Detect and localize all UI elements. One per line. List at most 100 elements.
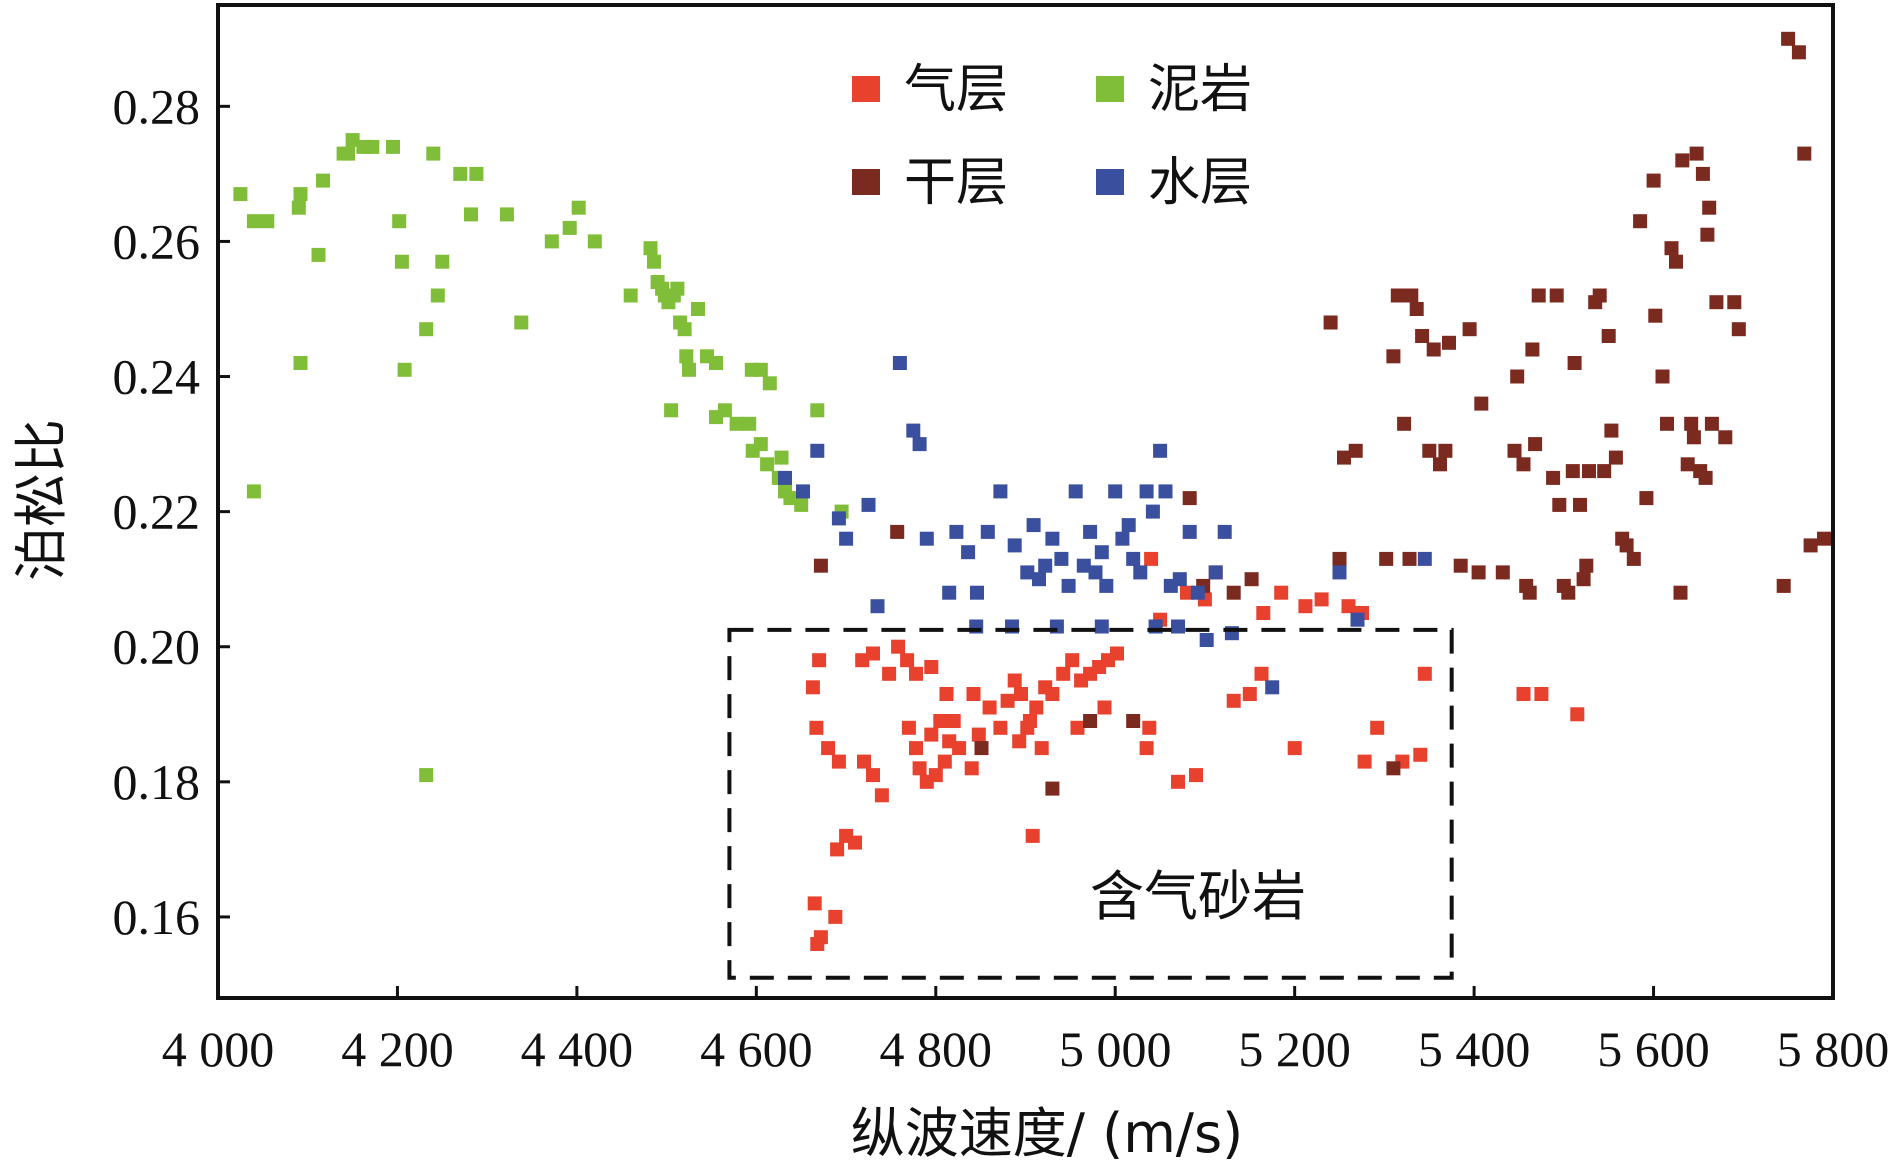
data-point-series-2 — [1552, 497, 1567, 512]
data-point-series-3 — [970, 585, 984, 600]
data-point-series-0 — [821, 741, 836, 756]
data-point-series-2 — [1415, 329, 1430, 343]
data-point-series-3 — [1332, 565, 1347, 580]
legend-swatch — [1096, 76, 1124, 102]
data-point-series-2 — [1546, 470, 1561, 485]
data-point-series-2 — [1507, 443, 1522, 458]
data-point-series-1 — [419, 768, 434, 783]
data-point-series-2 — [1433, 457, 1447, 472]
data-point-series-1 — [426, 146, 441, 161]
data-point-series-2 — [1689, 146, 1704, 161]
data-point-series-2 — [1510, 369, 1525, 384]
data-point-series-0 — [1097, 700, 1112, 715]
data-point-series-2 — [1471, 565, 1486, 580]
data-point-series-2 — [1573, 497, 1587, 512]
data-point-series-2 — [1083, 714, 1098, 728]
data-point-series-1 — [762, 376, 777, 391]
data-point-series-3 — [1061, 578, 1076, 593]
data-point-series-0 — [1287, 741, 1302, 756]
data-point-series-0 — [946, 714, 961, 728]
data-point-series-2 — [1673, 585, 1688, 600]
data-point-series-2 — [1803, 538, 1818, 553]
legend-label: 水层 — [1148, 153, 1252, 213]
data-point-series-0 — [1226, 693, 1241, 708]
data-point-series-3 — [870, 599, 885, 614]
data-point-series-3 — [949, 524, 964, 539]
data-point-series-2 — [1718, 430, 1733, 445]
data-point-series-2 — [1597, 464, 1612, 479]
data-point-series-1 — [311, 247, 326, 262]
data-point-series-3 — [993, 484, 1008, 499]
data-point-series-1 — [419, 322, 434, 337]
data-point-series-2 — [1669, 254, 1683, 269]
data-point-series-3 — [1121, 518, 1136, 533]
data-point-series-1 — [435, 254, 450, 269]
data-point-series-3 — [1094, 545, 1109, 560]
data-point-series-0 — [912, 761, 927, 776]
data-point-series-3 — [1026, 518, 1041, 533]
data-point-series-1 — [664, 403, 679, 418]
data-point-series-0 — [1025, 828, 1040, 843]
data-point-series-0 — [966, 687, 981, 701]
data-point-series-1 — [246, 214, 261, 229]
data-point-series-3 — [796, 484, 810, 499]
data-point-series-1 — [544, 234, 559, 249]
data-point-series-3 — [1145, 504, 1160, 519]
data-point-series-2 — [1626, 551, 1641, 566]
data-point-series-2 — [1608, 450, 1623, 465]
y-tick-label: 0.22 — [113, 484, 201, 540]
x-axis: 4 000 4 200 4 400 4 600 4 800 5 000 5 200 5 400… — [162, 986, 1888, 1077]
data-point-series-1 — [562, 220, 577, 235]
x-tick-label: 5 000 — [1059, 1021, 1172, 1077]
data-point-series-0 — [900, 653, 915, 668]
y-tick-label: 0.26 — [113, 213, 201, 269]
data-point-series-2 — [1698, 470, 1713, 485]
data-point-series-1 — [392, 214, 407, 229]
data-point-series-0 — [891, 639, 906, 654]
data-point-series-0 — [1516, 687, 1531, 701]
data-point-series-2 — [974, 741, 989, 756]
data-point-series-2 — [1791, 45, 1806, 60]
data-point-series-0 — [952, 741, 967, 756]
data-point-series-2 — [1182, 491, 1197, 506]
data-point-series-2 — [1655, 369, 1670, 384]
data-point-series-2 — [1528, 437, 1543, 452]
data-point-series-2 — [1561, 585, 1576, 600]
data-point-series-1 — [670, 281, 685, 296]
data-point-series-1 — [691, 302, 705, 316]
data-point-series-2 — [890, 524, 905, 539]
data-point-series-0 — [1020, 720, 1035, 735]
data-point-series-1 — [260, 214, 275, 229]
data-point-series-2 — [1565, 464, 1580, 479]
data-point-series-2 — [1525, 342, 1540, 357]
data-point-series-0 — [1570, 707, 1585, 722]
data-point-series-1 — [365, 139, 380, 154]
data-point-series-0 — [939, 687, 954, 701]
data-point-series-1 — [246, 484, 261, 499]
data-point-series-2 — [1709, 295, 1724, 310]
data-point-series-2 — [1244, 572, 1259, 587]
data-point-series-2 — [1045, 781, 1060, 796]
legend-label: 气层 — [904, 60, 1008, 120]
data-point-series-0 — [901, 720, 916, 735]
data-point-series-0 — [1142, 720, 1157, 735]
data-point-series-0 — [1274, 585, 1289, 600]
data-point-series-2 — [1781, 31, 1796, 46]
data-point-series-0 — [1034, 741, 1049, 756]
data-point-series-3 — [919, 531, 934, 546]
data-point-series-3 — [1172, 572, 1187, 587]
data-point-series-1 — [709, 410, 723, 425]
gas-sandstone-region — [727, 627, 1454, 980]
data-point-series-1 — [709, 356, 723, 370]
data-point-series-0 — [1007, 673, 1022, 688]
data-point-series-0 — [1180, 585, 1194, 600]
legend-swatch — [852, 169, 880, 195]
data-point-series-3 — [942, 585, 957, 600]
data-point-series-1 — [291, 200, 306, 215]
data-point-series-2 — [1226, 585, 1241, 600]
data-point-series-3 — [1038, 558, 1053, 573]
data-point-series-1 — [386, 139, 400, 154]
data-point-series-2 — [1402, 551, 1417, 566]
data-point-series-2 — [1442, 335, 1456, 350]
data-point-series-2 — [1474, 396, 1489, 411]
